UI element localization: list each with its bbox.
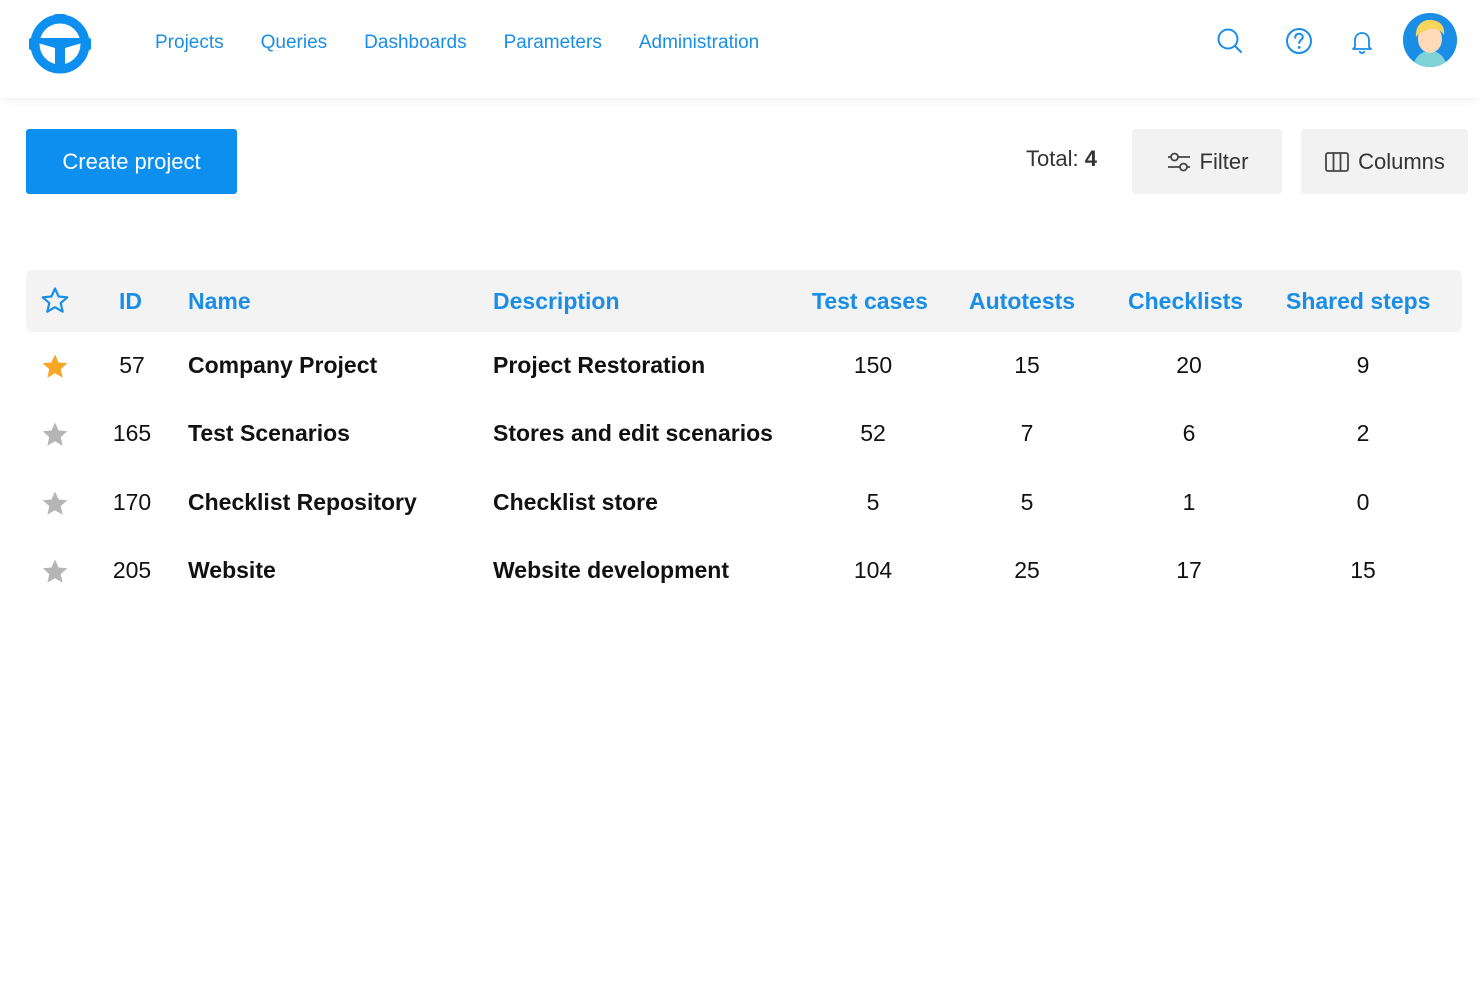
cell-name[interactable]: Company Project [188,352,378,378]
cell-description: Stores and edit scenarios [493,420,773,446]
table-row[interactable]: 57 Company Project Project Restoration 150 1… [26,332,1462,400]
cell-description: Project Restoration [493,352,706,378]
cell-test-cases: 5 [866,489,880,515]
search-icon[interactable] [1214,25,1246,57]
favorite-star-icon[interactable] [40,557,70,587]
cell-checklists: 1 [1182,489,1196,515]
columns-button[interactable]: Columns [1301,129,1468,194]
total-label: Total: [1026,146,1079,171]
cell-checklists: 17 [1176,557,1202,583]
cell-checklists: 20 [1176,352,1202,378]
cell-name[interactable]: Checklist Repository [188,489,417,515]
columns-icon [1325,151,1349,172]
nav-administration[interactable]: Administration [638,32,760,53]
cell-shared-steps: 2 [1356,420,1370,446]
create-project-button[interactable]: Create project [26,129,237,194]
table-header: ID Name Description Test cases Autotests… [26,270,1462,332]
user-avatar[interactable] [1403,13,1457,67]
column-header-test-cases[interactable]: Test cases [812,288,928,314]
cell-id: 170 [112,489,152,515]
table-row[interactable]: 205 Website Website development 104 25 17 15 [26,537,1462,605]
nav-parameters[interactable]: Parameters [503,32,602,53]
cell-name[interactable]: Test Scenarios [188,420,350,446]
table-row[interactable]: 170 Checklist Repository Checklist store 5 5… [26,469,1462,537]
column-header-autotests[interactable]: Autotests [969,288,1076,314]
column-header-description[interactable]: Description [493,288,620,314]
cell-shared-steps: 0 [1356,489,1370,515]
table-row[interactable]: 165 Test Scenarios Stores and edit scenari… [26,400,1462,468]
cell-checklists: 6 [1182,420,1196,446]
cell-autotests: 7 [1020,420,1034,446]
column-header-id[interactable]: ID [119,288,142,314]
nav-queries[interactable]: Queries [260,32,328,53]
filter-button[interactable]: Filter [1132,129,1282,194]
cell-autotests: 15 [1014,352,1040,378]
cell-autotests: 5 [1020,489,1034,515]
column-header-checklists[interactable]: Checklists [1128,288,1244,314]
favorite-header-star-icon[interactable] [40,286,70,316]
nav-dashboards[interactable]: Dashboards [364,32,467,53]
favorite-star-filled-icon[interactable] [40,352,70,382]
help-icon[interactable] [1283,25,1315,57]
cell-autotests: 25 [1014,557,1040,583]
total-value: 4 [1084,146,1097,171]
columns-label: Columns [1358,148,1445,174]
cell-shared-steps: 9 [1356,352,1370,378]
cell-description: Website development [493,557,730,583]
cell-test-cases: 150 [853,352,893,378]
filter-label: Filter [1199,148,1249,174]
filter-sliders-icon [1167,152,1190,171]
bell-icon[interactable] [1346,25,1378,57]
cell-name[interactable]: Website [188,557,276,583]
avatar-image [1403,13,1457,67]
favorite-star-icon[interactable] [40,489,70,519]
main-nav: Projects Queries Dashboards Parameters A… [155,30,796,56]
cell-id: 165 [112,420,152,446]
column-header-shared-steps[interactable]: Shared steps [1286,288,1431,314]
app-logo-icon[interactable] [24,12,96,76]
cell-id: 57 [119,352,145,378]
favorite-star-icon[interactable] [40,420,70,450]
cell-id: 205 [112,557,152,583]
cell-test-cases: 104 [853,557,893,583]
total-count: Total: 4 [1026,146,1097,172]
cell-description: Checklist store [493,489,658,515]
nav-projects[interactable]: Projects [155,32,224,53]
cell-shared-steps: 15 [1350,557,1376,583]
cell-test-cases: 52 [860,420,886,446]
column-header-name[interactable]: Name [188,288,251,314]
top-navigation-bar: Projects Queries Dashboards Parameters A… [0,0,1480,98]
